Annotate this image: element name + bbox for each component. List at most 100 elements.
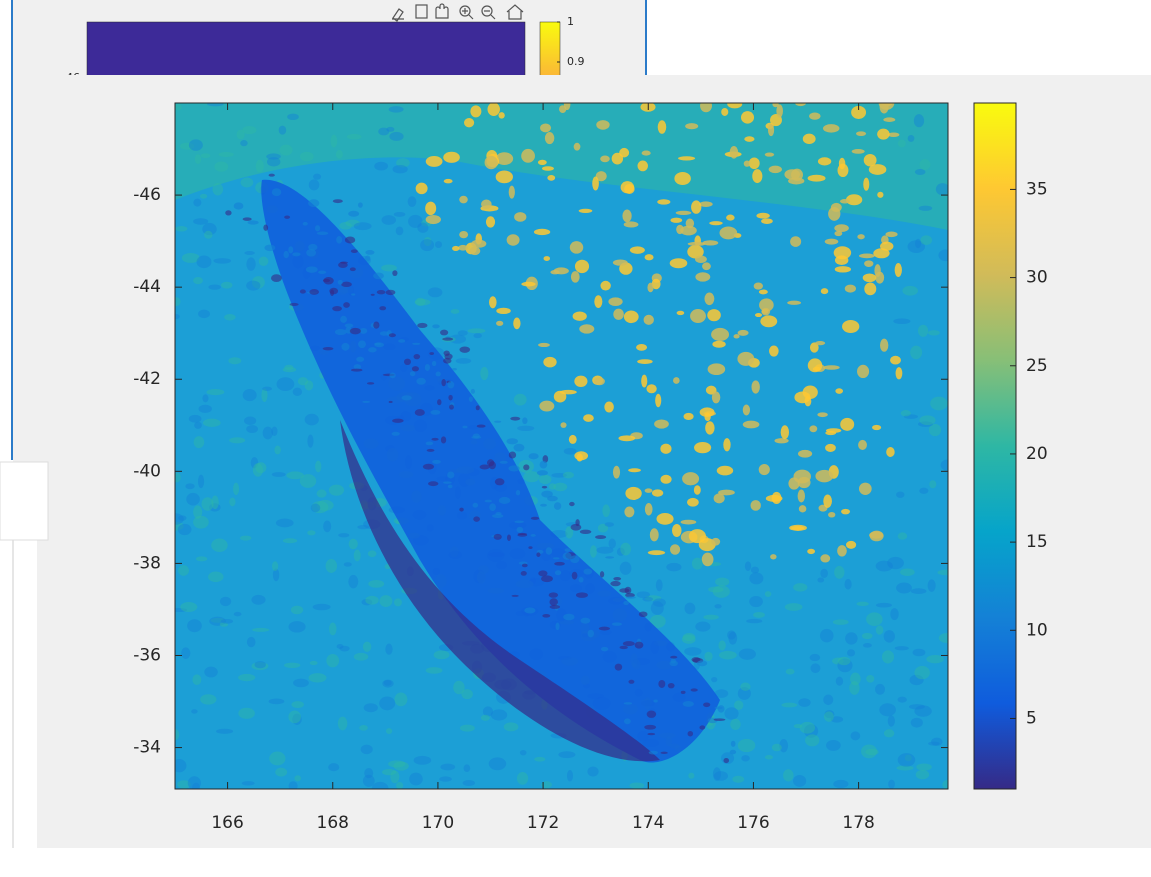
image-texture (703, 614, 719, 620)
image-texture (599, 571, 605, 578)
image-texture (379, 595, 393, 608)
image-texture (550, 269, 560, 275)
image-texture (828, 512, 836, 518)
image-texture (530, 516, 540, 520)
image-texture (711, 327, 730, 342)
image-texture (264, 244, 276, 252)
image-texture (900, 410, 911, 417)
image-texture (382, 769, 397, 776)
image-texture (729, 146, 739, 159)
image-texture (680, 519, 697, 525)
image-texture (443, 350, 450, 356)
image-texture (334, 328, 347, 336)
image-texture (856, 601, 869, 607)
image-texture (278, 125, 287, 135)
y-tick-label: -42 (133, 369, 161, 389)
image-texture (863, 153, 877, 167)
image-texture (737, 329, 749, 336)
image-texture (508, 185, 515, 199)
y-tick-label: -34 (133, 738, 161, 758)
image-texture (519, 749, 527, 756)
image-texture (417, 222, 429, 233)
image-texture (718, 650, 737, 660)
image-texture (604, 522, 615, 527)
image-texture (711, 537, 721, 546)
image-texture (425, 667, 443, 674)
image-texture (826, 739, 841, 751)
image-texture (896, 582, 912, 594)
image-texture (834, 255, 849, 265)
image-texture (411, 366, 419, 372)
image-texture (339, 222, 352, 230)
image-texture (907, 135, 915, 142)
image-texture (175, 314, 180, 320)
image-texture (193, 198, 202, 207)
image-texture (942, 779, 948, 789)
image-texture (833, 779, 849, 789)
zoom-in-icon[interactable] (459, 5, 474, 20)
image-texture (288, 781, 298, 789)
image-texture (435, 371, 441, 377)
image-texture (511, 594, 519, 597)
image-texture (362, 641, 372, 652)
image-texture (571, 571, 578, 580)
image-texture (425, 201, 437, 216)
image-texture (463, 764, 471, 773)
back-window-edge (0, 0, 13, 462)
image-texture (596, 546, 614, 554)
image-texture (385, 643, 393, 655)
image-texture (750, 566, 760, 574)
image-texture (660, 443, 672, 454)
image-texture (578, 208, 593, 213)
image-texture (373, 321, 380, 329)
image-texture (909, 674, 924, 686)
image-texture (768, 165, 782, 174)
image-texture (554, 561, 565, 566)
image-texture (541, 485, 548, 489)
datatip-icon[interactable] (415, 4, 428, 19)
image-texture (457, 330, 468, 336)
image-texture (432, 324, 440, 329)
image-texture (649, 528, 659, 542)
image-texture (212, 183, 224, 196)
image-texture (198, 309, 211, 319)
image-texture (367, 550, 377, 558)
image-texture (437, 399, 442, 406)
image-texture (562, 552, 572, 560)
image-texture (291, 701, 304, 708)
image-texture (431, 360, 437, 367)
image-texture (890, 355, 901, 365)
image-texture (494, 478, 505, 486)
image-texture (643, 314, 654, 325)
image-texture (824, 710, 835, 719)
image-texture (776, 104, 783, 118)
image-texture (338, 533, 350, 538)
image-texture (553, 482, 568, 492)
zoom-out-icon[interactable] (481, 5, 496, 20)
image-texture (613, 577, 622, 581)
image-texture (420, 239, 435, 252)
brush-icon[interactable] (392, 8, 404, 22)
image-texture (455, 358, 472, 364)
image-texture (883, 630, 895, 643)
image-texture (539, 474, 552, 485)
image-texture (863, 177, 870, 191)
image-texture (514, 520, 524, 524)
image-texture (357, 202, 363, 208)
home-icon[interactable] (506, 4, 524, 20)
image-texture (748, 157, 760, 170)
image-texture (744, 136, 755, 142)
image-texture (749, 572, 764, 585)
image-texture (560, 422, 567, 428)
image-texture (637, 160, 649, 172)
image-texture (838, 157, 846, 170)
image-texture (316, 499, 334, 511)
colorbar-tick-label: 5 (1026, 708, 1037, 728)
image-texture (200, 153, 211, 159)
image-texture (440, 436, 447, 444)
image-texture (711, 391, 721, 404)
image-texture (289, 302, 299, 306)
image-texture (708, 586, 724, 593)
pan-icon[interactable] (435, 3, 449, 19)
image-texture (657, 199, 671, 205)
